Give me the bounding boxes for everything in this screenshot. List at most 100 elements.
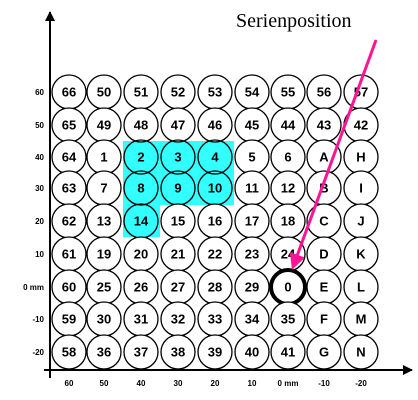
grid-cell: 54 (234, 74, 270, 110)
x-tick-label: -20 (355, 379, 367, 388)
grid-cell: 60 (51, 269, 87, 305)
grid-cell: M (343, 301, 379, 337)
cell-label: I (359, 181, 363, 196)
cell-circle (160, 139, 196, 175)
x-tick-label: 10 (248, 379, 257, 388)
grid-cell: 30 (86, 301, 122, 337)
grid-cell: 61 (51, 236, 87, 272)
grid-cell: 11 (234, 170, 270, 206)
cell-label: 54 (245, 85, 260, 100)
y-tick-label: 40 (35, 153, 44, 162)
cell-label: K (356, 247, 366, 262)
grid-cell: 49 (86, 107, 122, 143)
cell-label: 56 (317, 85, 331, 100)
grid-cell: 46 (197, 107, 233, 143)
cell-label: 37 (134, 345, 148, 360)
y-tick-label: 30 (35, 184, 44, 193)
grid-cell: 35 (270, 301, 306, 337)
cell-label: 10 (208, 181, 222, 196)
cell-label: 47 (171, 118, 185, 133)
y-tick-label: 50 (35, 121, 44, 130)
cell-label: 40 (245, 345, 259, 360)
grid-cell: E (306, 269, 342, 305)
highlight-block (123, 141, 234, 205)
axes (44, 11, 413, 378)
grid-cell: 39 (197, 334, 233, 370)
cell-label: 39 (208, 345, 222, 360)
cell-label: 7 (100, 181, 107, 196)
grid-cell: 45 (234, 107, 270, 143)
cell-label: 63 (62, 181, 76, 196)
grid-cell: 36 (86, 334, 122, 370)
cell-circle (123, 334, 159, 370)
grid-cell: 4 (197, 139, 233, 175)
cell-circle (270, 334, 306, 370)
x-tick-label: 60 (65, 379, 74, 388)
cell-label: 23 (245, 247, 259, 262)
grid-cell: 56 (306, 74, 342, 110)
cell-label: 1 (100, 150, 107, 165)
cell-label: 12 (281, 181, 295, 196)
cell-label: 31 (134, 312, 148, 327)
cell-label: 16 (208, 214, 222, 229)
cell-label: 30 (97, 312, 111, 327)
grid-cell: B (306, 170, 342, 206)
grid-cell: 5 (234, 139, 270, 175)
cell-label: 0 (284, 280, 291, 295)
cell-circle (123, 107, 159, 143)
grid-cell: 15 (160, 203, 196, 239)
grid-cell: 48 (123, 107, 159, 143)
grid-cell: 59 (51, 301, 87, 337)
grid-cell: 27 (160, 269, 196, 305)
grid-cell: 31 (123, 301, 159, 337)
grid-cell: 12 (270, 170, 306, 206)
cell-label: 14 (134, 214, 149, 229)
cell-label: 22 (208, 247, 222, 262)
grid-cell: 64 (51, 139, 87, 175)
grid-cell: 24 (270, 236, 306, 272)
cell-circle (123, 139, 159, 175)
grid-cell: 34 (234, 301, 270, 337)
grid-cell: 43 (306, 107, 342, 143)
cell-label: 55 (281, 85, 295, 100)
grid-cell: 20 (123, 236, 159, 272)
y-tick-label: 10 (35, 250, 44, 259)
cell-label: D (319, 247, 328, 262)
cell-label: 65 (62, 118, 76, 133)
grid-cell: 13 (86, 203, 122, 239)
x-tick-label: 50 (100, 379, 109, 388)
grid-cell: G (306, 334, 342, 370)
cell-label: 38 (171, 345, 185, 360)
cell-circle (197, 334, 233, 370)
grid-cell: 6 (270, 139, 306, 175)
cell-label: 26 (134, 280, 148, 295)
grid-cell: 55 (270, 74, 306, 110)
x-tick-label: 30 (174, 379, 183, 388)
x-tick-label: 40 (137, 379, 146, 388)
grid-cell: N (343, 334, 379, 370)
cell-label: M (356, 312, 367, 327)
cell-circle (123, 170, 159, 206)
grid-cell: 17 (234, 203, 270, 239)
cell-label: 24 (281, 247, 296, 262)
grid-cell: 1 (86, 139, 122, 175)
cell-label: B (319, 181, 328, 196)
y-tick-label: 20 (35, 217, 44, 226)
cell-label: 51 (134, 85, 148, 100)
cell-label: J (357, 214, 364, 229)
cell-label: 9 (174, 181, 181, 196)
grid-cell: 50 (86, 74, 122, 110)
cell-label: 48 (134, 118, 148, 133)
grid-cell: 19 (86, 236, 122, 272)
grid-cell: 62 (51, 203, 87, 239)
grid-cell: 47 (160, 107, 196, 143)
cell-label: A (319, 150, 329, 165)
cell-circle (197, 139, 233, 175)
grid-cell: 37 (123, 334, 159, 370)
y-tick-label: 60 (35, 88, 44, 97)
grid-cell: 58 (51, 334, 87, 370)
cell-label: 42 (354, 118, 368, 133)
cell-label: 36 (97, 345, 111, 360)
